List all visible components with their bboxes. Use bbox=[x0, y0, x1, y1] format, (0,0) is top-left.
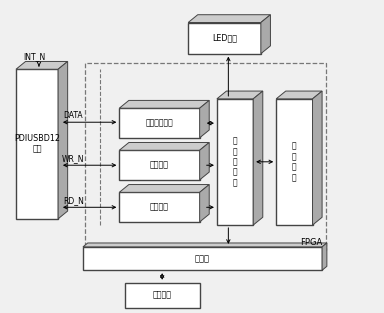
Polygon shape bbox=[119, 185, 209, 192]
Text: 沿控制器: 沿控制器 bbox=[150, 203, 169, 212]
Polygon shape bbox=[217, 91, 263, 99]
Polygon shape bbox=[276, 91, 322, 99]
Polygon shape bbox=[58, 61, 68, 219]
Text: 沿控制器: 沿控制器 bbox=[150, 161, 169, 170]
Polygon shape bbox=[261, 15, 270, 54]
Polygon shape bbox=[217, 99, 253, 225]
Polygon shape bbox=[119, 108, 200, 138]
Polygon shape bbox=[200, 142, 209, 180]
Text: WR_N: WR_N bbox=[62, 154, 84, 163]
Text: 系统时钟: 系统时钟 bbox=[153, 291, 172, 300]
Text: 输入输出切换: 输入输出切换 bbox=[146, 119, 173, 127]
Text: PDIUSBD12
芯片: PDIUSBD12 芯片 bbox=[14, 134, 60, 154]
Polygon shape bbox=[119, 192, 200, 222]
Polygon shape bbox=[125, 283, 200, 308]
Text: DATA: DATA bbox=[64, 111, 83, 120]
Text: LED显示: LED显示 bbox=[212, 33, 237, 43]
Text: FPGA: FPGA bbox=[300, 238, 322, 247]
Polygon shape bbox=[119, 150, 200, 180]
Text: RD_N: RD_N bbox=[63, 197, 84, 205]
Polygon shape bbox=[188, 15, 270, 23]
Polygon shape bbox=[313, 91, 322, 225]
Text: 请
求
处
理: 请 求 处 理 bbox=[292, 142, 297, 182]
Text: INT_N: INT_N bbox=[24, 53, 46, 61]
Polygon shape bbox=[253, 91, 263, 225]
Polygon shape bbox=[200, 185, 209, 222]
Polygon shape bbox=[83, 247, 322, 270]
Polygon shape bbox=[83, 243, 327, 247]
Text: 设
备
收
发
器: 设 备 收 发 器 bbox=[233, 137, 237, 187]
Polygon shape bbox=[16, 69, 58, 219]
Polygon shape bbox=[188, 23, 261, 54]
Polygon shape bbox=[322, 243, 327, 270]
Polygon shape bbox=[276, 99, 313, 225]
Polygon shape bbox=[119, 100, 209, 108]
Text: 分频器: 分频器 bbox=[195, 254, 210, 263]
Polygon shape bbox=[16, 61, 68, 69]
Polygon shape bbox=[200, 100, 209, 138]
Polygon shape bbox=[119, 142, 209, 150]
